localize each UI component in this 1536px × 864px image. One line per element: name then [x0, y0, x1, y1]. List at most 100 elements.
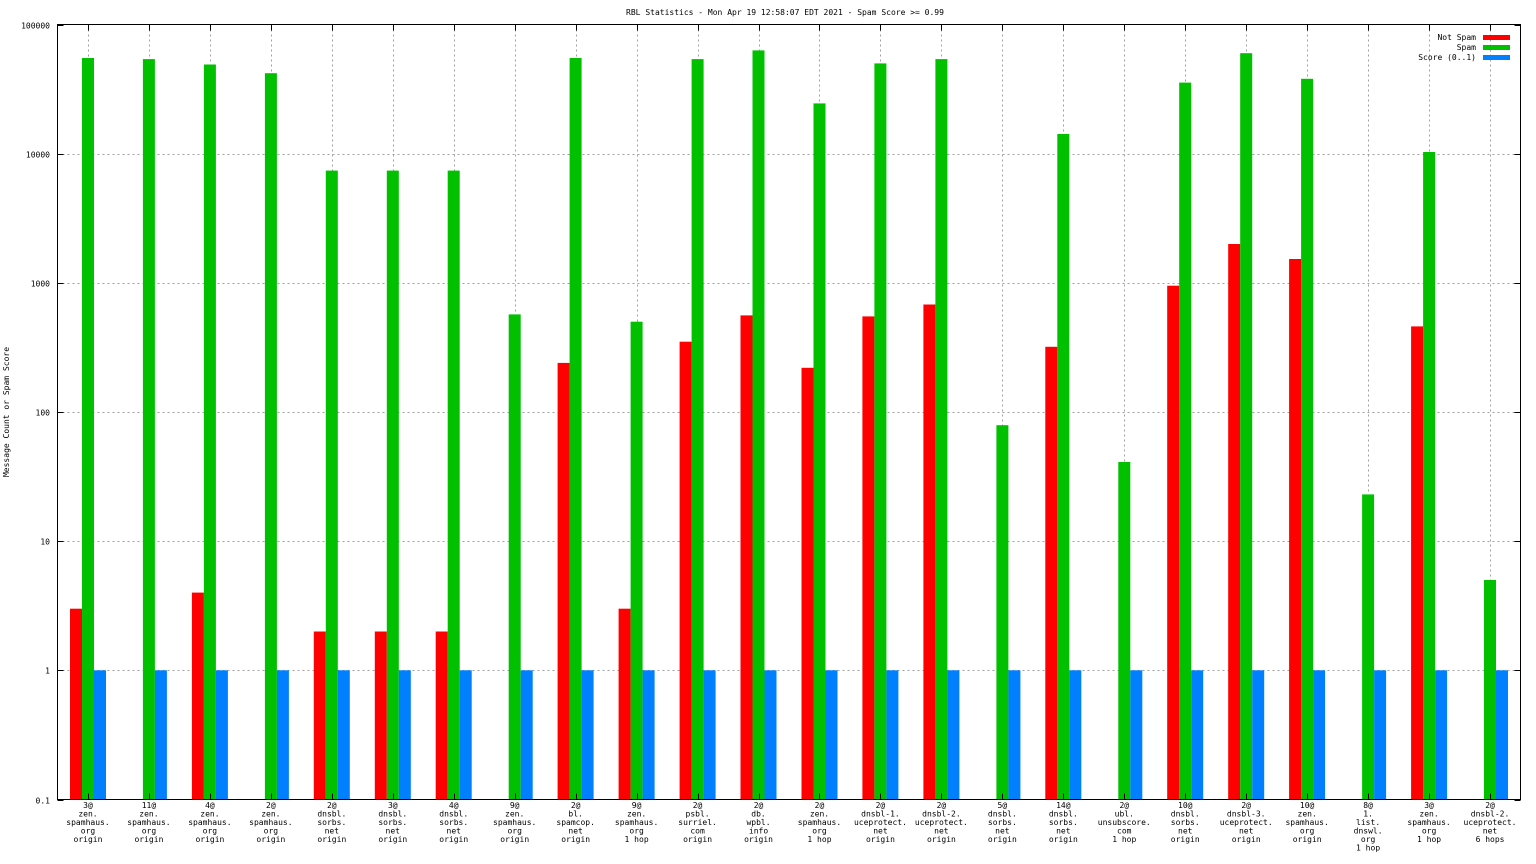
bar [142, 59, 155, 800]
bar [1252, 670, 1265, 800]
bar [447, 170, 460, 800]
bar [1167, 285, 1180, 800]
plot-frame [57, 24, 1521, 800]
y-axis: 0.1 1 10 100 1000 10000 100000 [21, 22, 1521, 806]
x-tick-label: 9@ zen. spamhaus. org origin [493, 801, 536, 844]
x-tick-label: 11@ zen. spamhaus. org origin [127, 801, 170, 844]
bar [1069, 670, 1082, 800]
bar [459, 670, 472, 800]
bar [264, 73, 277, 800]
y-tick-label: 10000 [26, 151, 50, 160]
bar [581, 670, 594, 800]
legend-label: Score (0..1) [1418, 53, 1476, 62]
bar [1423, 152, 1436, 800]
y-axis-label: Message Count or Spam Score [2, 347, 11, 477]
bar [191, 592, 204, 800]
bar [154, 670, 167, 800]
bar [337, 670, 350, 800]
y-tick-label: 10 [40, 538, 50, 547]
y-tick-label: 1 [45, 667, 50, 676]
bar [801, 367, 814, 800]
bar [82, 58, 94, 800]
x-tick-label: 10@ dnsbl. sorbs. net origin [1171, 801, 1200, 844]
x-tick-label: 2@ db. wpbl. info origin [744, 801, 773, 844]
bar [764, 670, 777, 800]
bar [642, 670, 655, 800]
bar [325, 170, 338, 800]
bar [1484, 580, 1496, 800]
bar [203, 64, 216, 800]
x-tick-label: 3@ dnsbl. sorbs. net origin [378, 801, 407, 844]
x-tick-label: 14@ dnsbl. sorbs. net origin [1049, 801, 1078, 844]
bar [752, 50, 765, 800]
bar [435, 631, 448, 800]
bar [947, 670, 960, 800]
bar [374, 631, 387, 800]
legend-swatch [1483, 55, 1510, 60]
bar [1191, 670, 1204, 800]
bar [1228, 244, 1241, 800]
bar [862, 316, 875, 800]
y-tick-label: 100000 [21, 22, 50, 31]
bar [886, 670, 899, 800]
x-tick-label: 4@ zen. spamhaus. org origin [188, 801, 231, 844]
bar [691, 59, 704, 800]
bar [215, 670, 228, 800]
x-tick-label: 4@ dnsbl. sorbs. net origin [439, 801, 468, 844]
bar [740, 315, 753, 800]
bar [1313, 670, 1326, 800]
bar [1362, 494, 1375, 800]
bar [874, 63, 887, 800]
bar [1130, 670, 1143, 800]
x-tick-label: 2@ bl. spamcop. net origin [556, 801, 595, 844]
bar [996, 425, 1009, 800]
legend-label: Not Spam [1437, 33, 1476, 42]
x-tick-label: 2@ psbl. surriel. com origin [678, 801, 717, 844]
bar [935, 59, 948, 800]
bar [1289, 259, 1302, 800]
bar [94, 670, 106, 800]
bar [679, 341, 692, 800]
bar [1240, 53, 1253, 800]
x-tick-label: 2@ zen. spamhaus. org origin [249, 801, 292, 844]
x-tick-label: 3@ zen. spamhaus. org 1 hop [1407, 801, 1450, 844]
bar [1118, 462, 1131, 800]
bar [1179, 82, 1192, 800]
bar [1045, 346, 1058, 800]
x-tick-label: 2@ dnsbl-3. uceprotect. net origin [1220, 801, 1273, 844]
chart-title: RBL Statistics - Mon Apr 19 12:58:07 EDT… [626, 8, 944, 17]
x-tick-label: 2@ dnsbl. sorbs. net origin [317, 801, 346, 844]
legend-swatch [1483, 35, 1510, 40]
legend-swatch [1483, 45, 1510, 50]
bar [398, 670, 411, 800]
legend-label: Spam [1457, 43, 1476, 52]
bar [386, 170, 399, 800]
y-tick-label: 100 [36, 409, 51, 418]
bar [923, 304, 936, 800]
bar [813, 103, 826, 800]
bar [1301, 78, 1314, 800]
bar [1411, 326, 1424, 800]
x-tick-label: 2@ dnsbl-1. uceprotect. net origin [854, 801, 907, 844]
bar [1057, 134, 1070, 800]
bar [630, 321, 643, 800]
x-tick-label: 8@ 1. list. dnswl. org 1 hop [1354, 801, 1383, 853]
x-tick-label: 2@ dnsbl-2. uceprotect. net origin [915, 801, 968, 844]
x-tick-label: 10@ zen. spamhaus. org origin [1285, 801, 1328, 844]
bar [1435, 670, 1448, 800]
x-tick-label: 5@ dnsbl. sorbs. net origin [988, 801, 1017, 844]
bar [70, 608, 82, 800]
bar [276, 670, 289, 800]
bar [557, 362, 570, 800]
x-tick-label: 9@ zen. spamhaus. org 1 hop [615, 801, 658, 844]
x-tick-label: 2@ dnsbl-2. uceprotect. net 6 hops [1464, 801, 1517, 844]
bar [703, 670, 716, 800]
y-tick-label: 1000 [31, 280, 50, 289]
bar [1496, 670, 1508, 800]
bar [1374, 670, 1387, 800]
bar [569, 58, 582, 800]
bar [825, 670, 838, 800]
y-tick-label: 0.1 [36, 797, 51, 806]
